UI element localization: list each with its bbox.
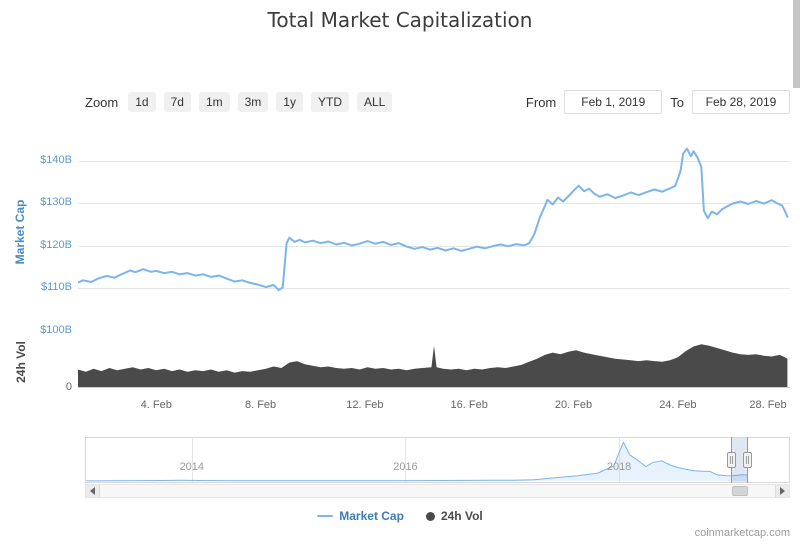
navigator-scrollbar[interactable] bbox=[85, 484, 790, 498]
to-label: To bbox=[670, 94, 684, 110]
page-title: Total Market Capitalization bbox=[267, 8, 533, 32]
scrollbar-left-arrow-icon[interactable] bbox=[86, 485, 100, 497]
x-axis-tick-label: 28. Feb bbox=[749, 399, 787, 411]
zoom-button-all[interactable]: ALL bbox=[356, 92, 393, 112]
x-axis-tick-label: 24. Feb bbox=[659, 399, 697, 411]
y-axis-title-market-cap: Market Cap bbox=[13, 199, 27, 265]
zoom-label: Zoom bbox=[85, 94, 119, 110]
volume-axis-tick-label: 0 bbox=[65, 381, 72, 393]
x-axis-tick-label: 16. Feb bbox=[450, 399, 488, 411]
x-axis-tick-label: 4. Feb bbox=[140, 399, 172, 411]
x-axis-tick-label: 20. Feb bbox=[554, 399, 593, 411]
navigator-right-handle[interactable] bbox=[743, 452, 753, 468]
navigator-year-label: 2014 bbox=[179, 461, 205, 473]
zoom-button-1m[interactable]: 1m bbox=[198, 92, 230, 112]
from-date-input[interactable] bbox=[564, 90, 663, 114]
navigator-year-label: 2018 bbox=[606, 461, 632, 473]
x-axis-tick-label: 12. Feb bbox=[346, 399, 384, 411]
navigator-year-label: 2016 bbox=[393, 461, 418, 473]
y-axis-tick-label: $100B bbox=[40, 324, 72, 336]
volume-area-chart[interactable] bbox=[78, 338, 790, 388]
to-date-input[interactable] bbox=[692, 90, 790, 114]
coinmarketcap-watermark: coinmarketcap.com bbox=[694, 527, 790, 539]
zoom-button-1y[interactable]: 1y bbox=[276, 92, 303, 112]
from-label: From bbox=[525, 94, 557, 110]
legend-item-market-cap[interactable]: Market Cap bbox=[317, 509, 404, 523]
legend-label-24h-vol: 24h Vol bbox=[440, 509, 483, 523]
market-cap-line-chart[interactable] bbox=[78, 135, 790, 331]
y-axis-tick-label: $110B bbox=[41, 281, 72, 294]
legend-item-24h-vol[interactable]: 24h Vol bbox=[425, 509, 483, 523]
navigator-left-handle[interactable] bbox=[727, 452, 737, 468]
x-axis-tick-label: 8. Feb bbox=[244, 399, 277, 411]
zoom-button-7d[interactable]: 7d bbox=[163, 92, 191, 112]
scrollbar-thumb[interactable] bbox=[732, 486, 749, 496]
legend-label-market-cap: Market Cap bbox=[339, 509, 404, 523]
zoom-button-3m[interactable]: 3m bbox=[237, 92, 269, 112]
scrollbar-right-arrow-icon[interactable] bbox=[775, 485, 789, 497]
y-axis-tick-label: $120B bbox=[40, 238, 72, 251]
navigator-mini-chart[interactable] bbox=[85, 437, 790, 483]
y-axis-tick-label: $140B bbox=[40, 153, 72, 166]
range-toolbar: Zoom 1d 7d 1m 3m 1y YTD ALL From To bbox=[85, 90, 790, 114]
zoom-button-ytd[interactable]: YTD bbox=[310, 92, 349, 112]
volume-circle-marker-icon bbox=[425, 511, 435, 521]
y-axis-tick-label: $130B bbox=[40, 196, 72, 209]
zoom-button-1d[interactable]: 1d bbox=[128, 92, 156, 112]
page-scrollbar-thumb[interactable] bbox=[793, 0, 800, 88]
market-cap-line-marker-icon bbox=[317, 515, 334, 517]
chart-legend: Market Cap 24h Vol bbox=[0, 507, 800, 525]
